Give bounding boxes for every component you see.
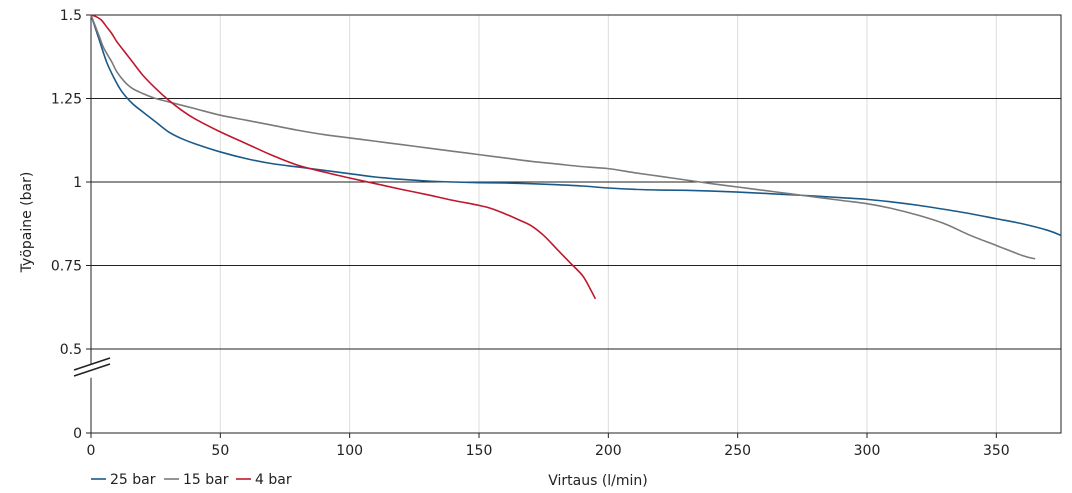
y-tick-label: 1.25 (51, 92, 82, 108)
axis-break-mark (73, 357, 111, 371)
legend: 25 bar 15 bar 4 bar (91, 472, 292, 488)
axes (71, 14, 1062, 438)
x-tick-label: 350 (983, 443, 1010, 459)
legend-label-25-bar: 25 bar (110, 472, 156, 488)
x-tick-label: 200 (595, 443, 622, 459)
y-axis-label: Työpaine (bar) (19, 172, 35, 274)
axis-break-gap (71, 358, 113, 384)
legend-label-4-bar: 4 bar (255, 472, 292, 488)
y-tick-label: 0.75 (51, 259, 82, 275)
x-tick-label: 100 (336, 443, 363, 459)
legend-label-15-bar: 15 bar (183, 472, 229, 488)
axis-break-mark (73, 363, 111, 377)
series-line-25-bar (90, 14, 1062, 237)
x-tick-label: 0 (87, 443, 96, 459)
x-tick-label: 50 (211, 443, 229, 459)
x-axis-label: Virtaus (l/min) (548, 473, 648, 489)
series-line-4-bar (90, 14, 597, 300)
y-tick-label: 0 (73, 426, 82, 442)
series-line-15-bar (90, 14, 1036, 260)
series-lines (90, 14, 1062, 300)
y-tick-label: 0.5 (60, 342, 82, 358)
y-tick-label: 1 (73, 175, 82, 191)
x-tick-label: 300 (854, 443, 881, 459)
tick-labels: 0 50 100 150 200 250 300 350 0 0.5 0.75 1 1.25 1.5 (51, 8, 1010, 459)
x-tick-label: 150 (466, 443, 493, 459)
grid (91, 15, 1061, 433)
plot-frame (90, 14, 1062, 434)
x-tick-label: 250 (724, 443, 751, 459)
y-tick-label: 1.5 (60, 8, 82, 24)
